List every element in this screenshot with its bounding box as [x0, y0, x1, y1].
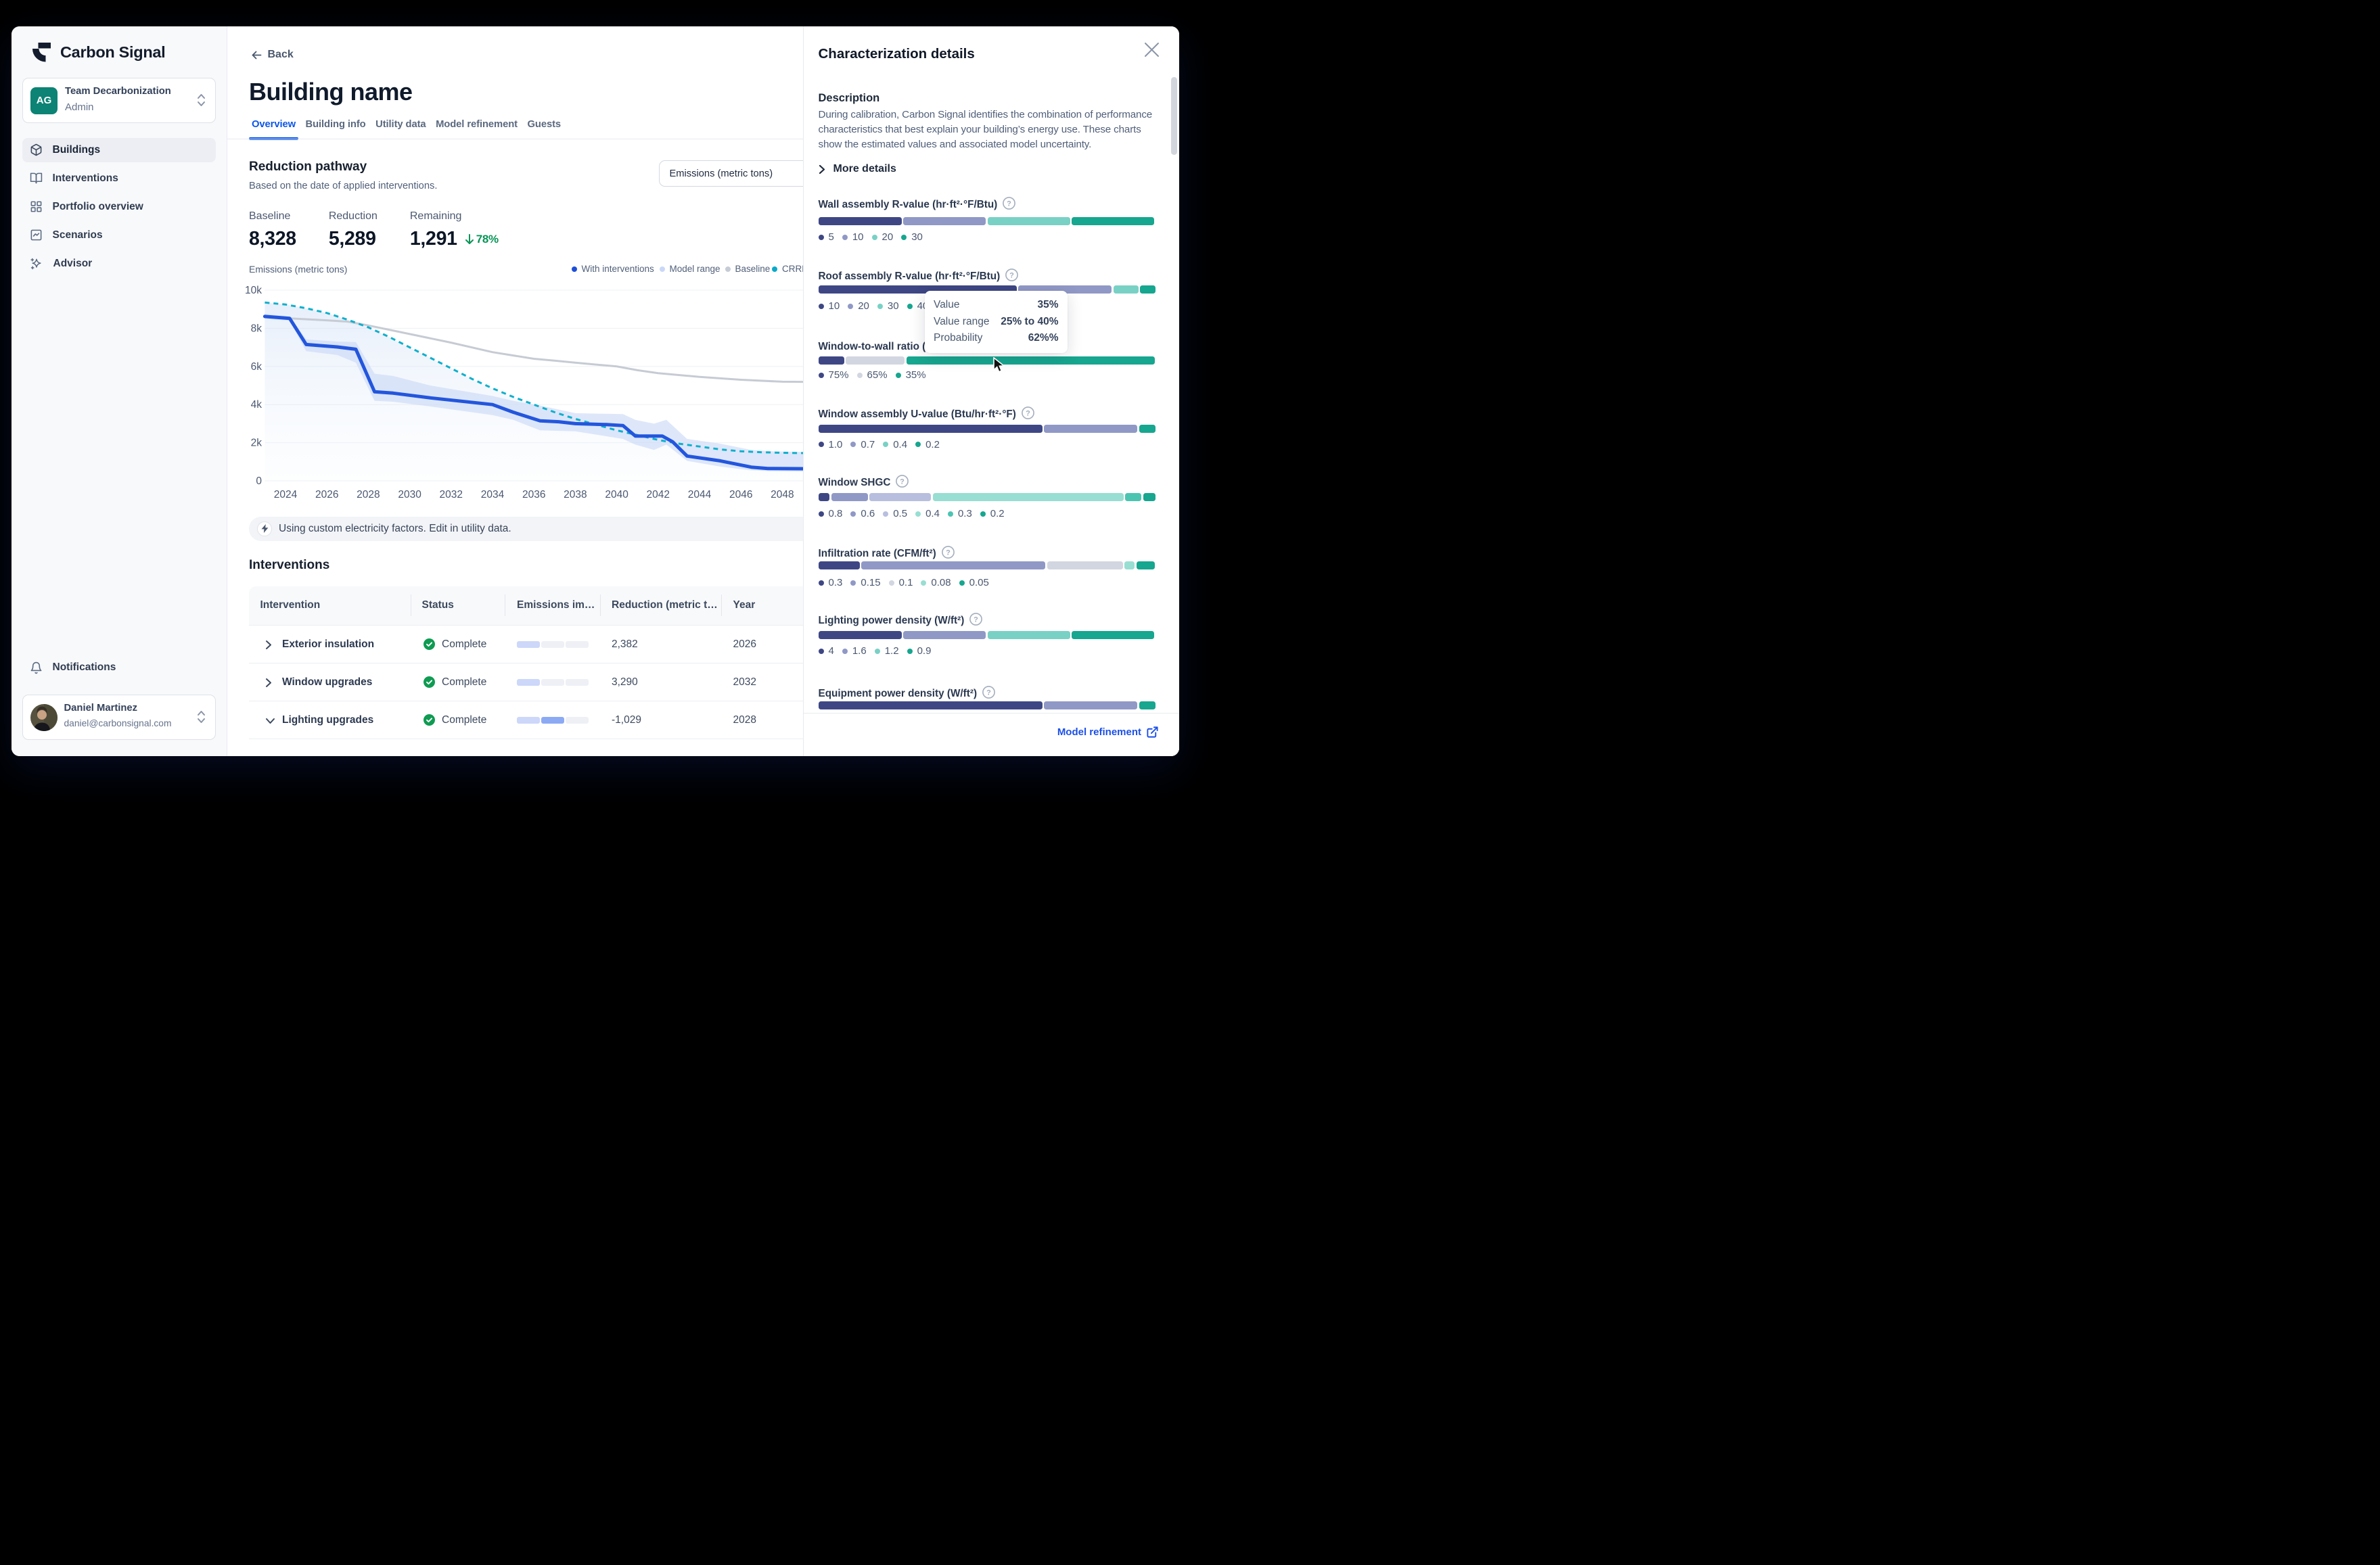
svg-text:?: ? [1026, 409, 1030, 417]
svg-text:2042: 2042 [646, 489, 669, 500]
svg-text:2044: 2044 [687, 489, 711, 500]
svg-text:2036: 2036 [522, 489, 545, 500]
svg-text:0: 0 [256, 475, 262, 487]
svg-text:6k: 6k [250, 361, 262, 373]
svg-text:?: ? [1007, 200, 1011, 208]
svg-text:?: ? [986, 688, 991, 697]
svg-text:?: ? [974, 615, 978, 624]
svg-text:2024: 2024 [273, 489, 297, 500]
svg-text:?: ? [946, 548, 951, 557]
svg-text:2038: 2038 [564, 489, 587, 500]
svg-text:2030: 2030 [398, 489, 421, 500]
svg-text:2k: 2k [250, 438, 262, 449]
svg-text:2048: 2048 [771, 489, 794, 500]
svg-text:2034: 2034 [480, 489, 504, 500]
svg-text:?: ? [1009, 271, 1014, 279]
svg-text:2026: 2026 [315, 489, 338, 500]
svg-text:4k: 4k [250, 399, 262, 411]
svg-text:2032: 2032 [439, 489, 462, 500]
svg-text:10k: 10k [245, 285, 262, 296]
svg-text:2040: 2040 [605, 489, 628, 500]
svg-text:2028: 2028 [357, 489, 380, 500]
svg-text:?: ? [900, 477, 905, 486]
svg-text:2046: 2046 [729, 489, 752, 500]
svg-text:8k: 8k [250, 323, 262, 334]
